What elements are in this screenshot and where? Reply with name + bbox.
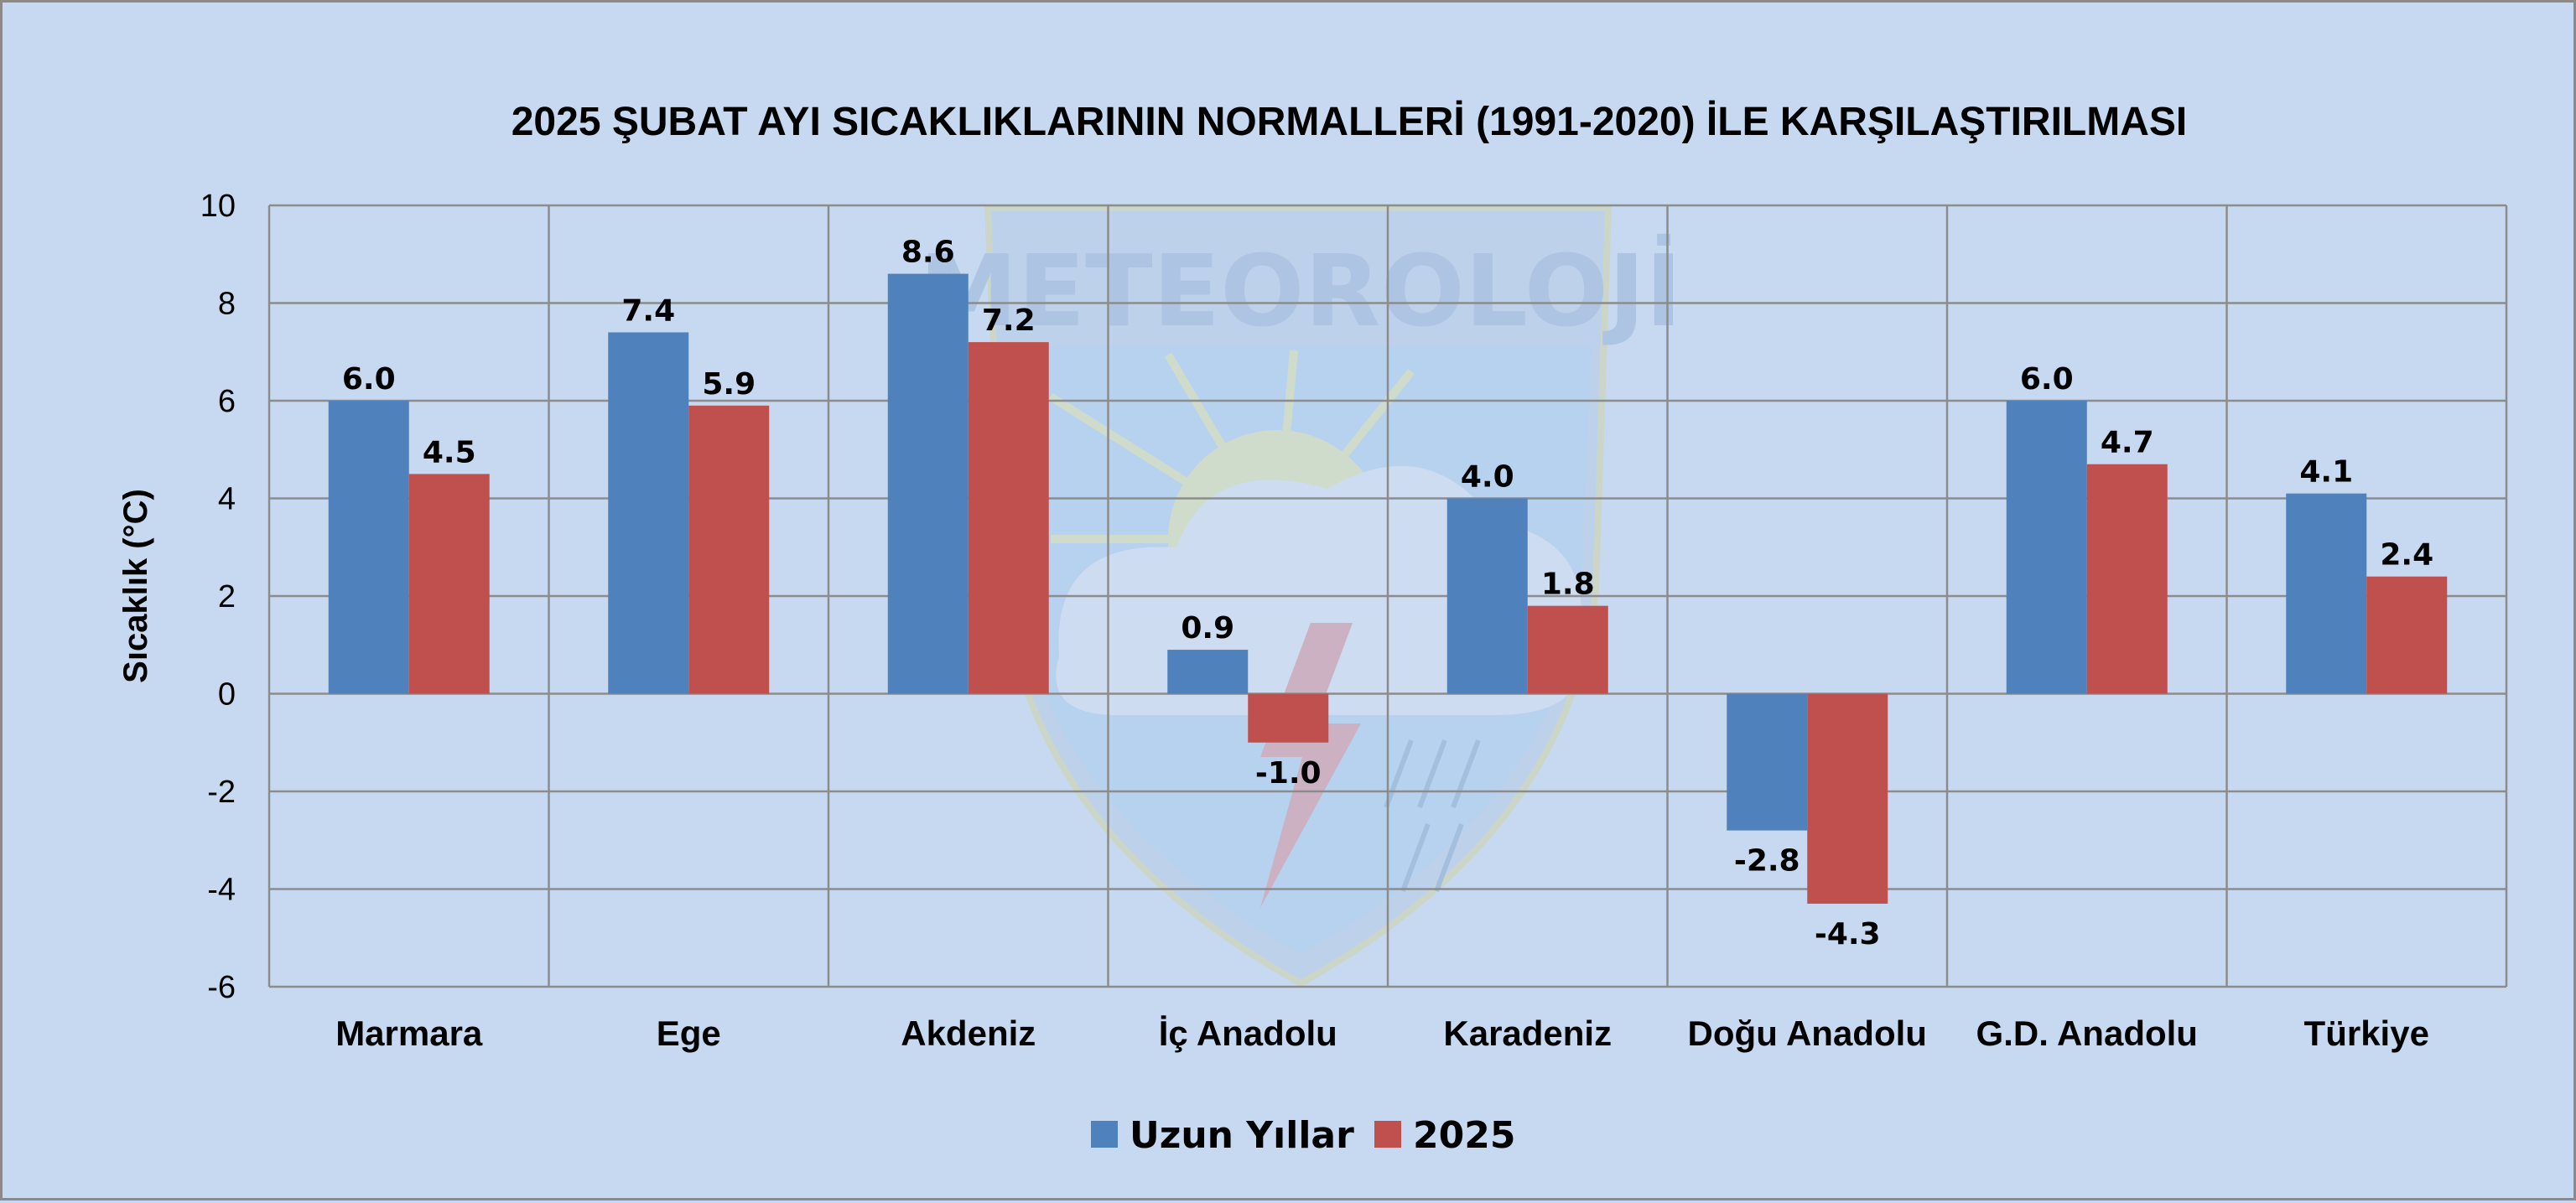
bar-uzun-yillar [608,332,689,694]
data-label: -2.8 [1734,844,1800,879]
x-category-label: G.D. Anadolu [1976,1014,2198,1053]
y-axis-ticks: -6 -4 -2 0 2 4 6 8 10 [200,189,236,1005]
bar-y2025 [1527,605,1608,694]
data-label: -1.0 [1255,756,1322,791]
y-tick-label: 4 [218,482,236,517]
data-label: 6.0 [342,362,396,397]
bar-uzun-yillar [1727,693,1808,831]
data-label: 1.8 [1541,568,1595,602]
legend-swatch [1091,1121,1118,1148]
y-tick-label: 2 [218,579,236,614]
y-tick-label: 0 [218,677,236,713]
legend-label: Uzun Yıllar [1130,1114,1354,1157]
data-label: 7.2 [982,303,1036,338]
y-tick-label: 6 [218,384,236,419]
bar-y2025 [2086,464,2168,694]
bar-uzun-yillar [1446,498,1528,694]
x-category-label: Ege [657,1014,721,1053]
x-category-label: Karadeniz [1443,1014,1612,1053]
data-label: 0.9 [1181,611,1234,646]
chart-svg: METEOROLOJİ 2025 ŞUBAT AYI SICAKLIKLARIN… [117,100,2508,1157]
bar-uzun-yillar [2006,401,2087,694]
data-label: 5.9 [702,367,756,402]
data-labels: 6.0 4.5 7.4 5.9 8.6 7.2 0.9 -1.0 4.0 1.8 -2.8 -4.3 6… [342,236,2433,952]
x-category-label: Marmara [335,1014,483,1053]
bar-y2025 [2366,576,2448,694]
y-tick-label: -6 [207,970,236,1005]
bar-y2025 [408,474,490,694]
data-label: 2.4 [2380,538,2433,573]
bar-uzun-yillar [2286,493,2367,694]
x-category-label: Akdeniz [901,1014,1036,1053]
y-tick-label: -2 [207,775,236,810]
legend-label: 2025 [1413,1114,1515,1157]
x-category-label: Türkiye [2304,1014,2429,1053]
y-tick-label: 10 [200,189,236,224]
x-category-label: İç Anadolu [1159,1014,1337,1053]
x-axis-categories: Marmara Ege Akdeniz İç Anadolu Karadeniz Doğu… [335,1014,2429,1053]
legend: Uzun Yıllar 2025 [1091,1114,1515,1157]
bars [328,273,2448,904]
bar-y2025 [688,405,770,694]
bar-y2025 [968,342,1049,694]
y-tick-label: -4 [207,873,236,908]
data-label: 4.7 [2101,426,2154,460]
data-label: 4.0 [1461,460,1514,495]
legend-swatch [1374,1121,1401,1148]
bar-uzun-yillar [328,401,409,694]
chart-title: 2025 ŞUBAT AYI SICAKLIKLARININ NORMALLER… [512,100,2188,144]
x-category-label: Doğu Anadolu [1688,1014,1927,1053]
data-label: 4.5 [423,435,476,469]
bar-y2025 [1248,693,1329,743]
y-tick-label: 8 [218,287,236,322]
watermark-text: METEOROLOJİ [919,233,1682,349]
y-axis-title: Sıcaklık (°C) [117,489,154,683]
bar-uzun-yillar [887,273,969,694]
gridlines [267,204,2508,988]
bar-y2025 [1807,693,1888,904]
bar-uzun-yillar [1167,650,1249,694]
data-label: 4.1 [2299,455,2353,490]
data-label: 8.6 [901,236,955,270]
data-label: -4.3 [1815,917,1881,952]
data-label: 7.4 [621,293,675,328]
data-label: 6.0 [2020,362,2074,397]
